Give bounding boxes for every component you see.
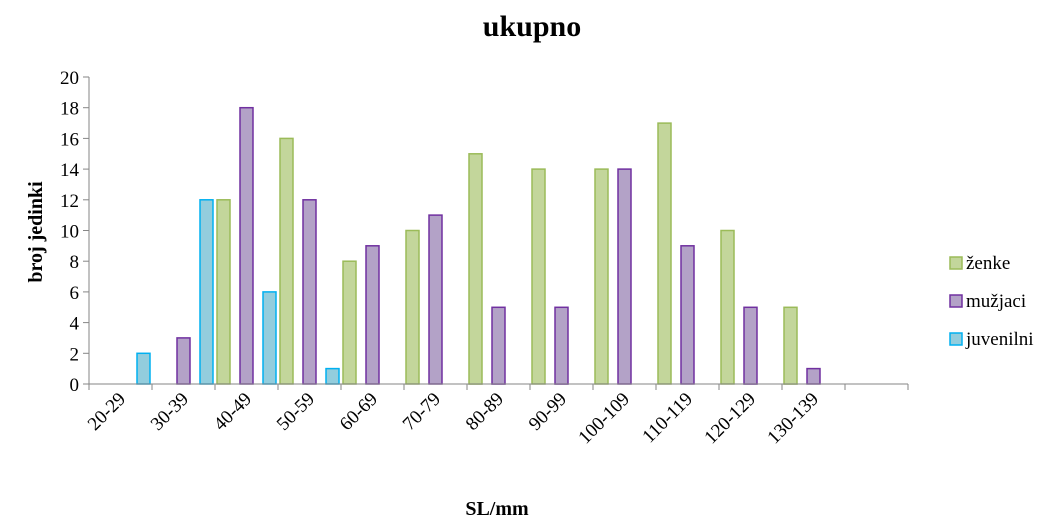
y-tick-label: 12 xyxy=(60,191,79,212)
x-tick-label: 130-139 xyxy=(763,389,823,449)
x-tick-label: 60-69 xyxy=(336,389,382,435)
y-tick-label: 20 xyxy=(60,68,79,89)
y-tick-label: 10 xyxy=(60,222,79,243)
bar-ženke-120-129 xyxy=(720,229,735,385)
x-tick-label: 40-49 xyxy=(210,389,256,435)
legend-label-ženke: ženke xyxy=(966,253,1010,274)
chart-title: ukupno xyxy=(483,10,581,43)
x-tick-label: 50-59 xyxy=(273,389,319,435)
bar-mužjaci-120-129 xyxy=(743,306,758,385)
y-tick-label: 16 xyxy=(60,129,79,150)
x-tick-label: 120-129 xyxy=(700,389,760,449)
y-tick-label: 4 xyxy=(70,314,80,335)
bar-ženke-130-139 xyxy=(783,306,798,385)
x-tick-label: 100-109 xyxy=(574,389,634,449)
legend-swatch-mužjaci xyxy=(949,294,963,308)
y-axis-title: broj jedinki xyxy=(25,181,47,283)
x-tick-label: 20-29 xyxy=(84,389,130,435)
y-tick-label: 0 xyxy=(70,375,80,396)
bar-mužjaci-110-119 xyxy=(680,245,695,385)
x-tick-label: 30-39 xyxy=(147,389,193,435)
bar-ženke-60-69 xyxy=(342,260,357,385)
bar-mužjaci-70-79 xyxy=(428,214,443,385)
bar-mužjaci-100-109 xyxy=(617,168,632,385)
x-tick-label: 80-89 xyxy=(462,389,508,435)
bars-layer xyxy=(136,106,821,385)
bar-ženke-70-79 xyxy=(405,229,420,385)
y-tick-label: 6 xyxy=(70,283,80,304)
legend-swatch-juvenilni xyxy=(949,332,963,346)
bar-mužjaci-80-89 xyxy=(491,306,506,385)
y-tick-label: 18 xyxy=(60,99,79,120)
x-tick-label: 90-99 xyxy=(525,389,571,435)
axes-layer: 0 2 4 6 8 10 12 14 16 18 20 20-29 30-39 40-49 50-59 60-… xyxy=(60,68,909,449)
x-tick-label: 70-79 xyxy=(399,389,445,435)
bar-ženke-80-89 xyxy=(468,153,483,385)
bar-mužjaci-130-139 xyxy=(806,367,821,385)
bar-juvenilni-30-39 xyxy=(199,199,214,385)
bar-juvenilni-20-29 xyxy=(136,352,151,385)
bar-ženke-100-109 xyxy=(594,168,609,385)
bar-juvenilni-40-49 xyxy=(262,291,277,385)
legend-label-mužjaci: mužjaci xyxy=(966,291,1026,312)
bar-mužjaci-50-59 xyxy=(302,199,317,385)
bar-mužjaci-90-99 xyxy=(554,306,569,385)
bar-mužjaci-40-49 xyxy=(239,106,254,385)
bar-juvenilni-50-59 xyxy=(325,367,340,385)
legend: ženke mužjaci juvenilni xyxy=(949,253,1034,350)
y-tick-label: 8 xyxy=(70,252,80,273)
y-tick-label: 14 xyxy=(60,160,80,181)
legend-label-juvenilni: juvenilni xyxy=(965,329,1034,350)
bar-ženke-40-49 xyxy=(216,199,231,385)
x-axis-title: SL/mm xyxy=(465,498,529,520)
x-tick-label: 110-119 xyxy=(638,389,697,448)
bar-ženke-90-99 xyxy=(531,168,546,385)
bar-ženke-110-119 xyxy=(657,122,672,385)
bar-mužjaci-60-69 xyxy=(365,245,380,385)
bar-mužjaci-30-39 xyxy=(176,337,191,385)
bar-ženke-50-59 xyxy=(279,137,294,385)
y-tick-label: 2 xyxy=(70,344,80,365)
legend-swatch-ženke xyxy=(949,256,963,270)
